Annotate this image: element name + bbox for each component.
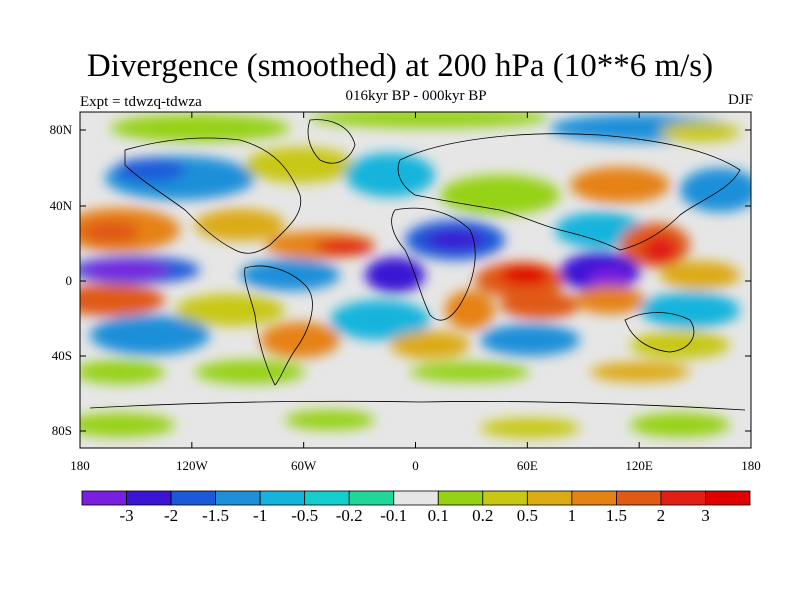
colorbar-tick-label: 0.1 <box>427 506 449 525</box>
map-title: Divergence (smoothed) at 200 hPa (10**6 … <box>86 48 714 84</box>
colorbar-swatch <box>81 490 127 506</box>
lat-tick-label: 40S <box>51 348 72 363</box>
lon-tick-label: 120W <box>175 458 208 473</box>
axis-ticks <box>79 112 752 448</box>
colorbar-tick-label: 2 <box>656 506 666 525</box>
coastlines <box>89 119 746 411</box>
experiment-label: Expt = tdwzq-tdwza <box>80 94 202 110</box>
lon-tick-label: 120E <box>625 458 653 473</box>
colorbar-tick-label: 0.2 <box>472 506 494 525</box>
colorbar-tick-label: -0.1 <box>380 506 408 525</box>
colorbar-swatch <box>393 490 439 506</box>
lat-tick-label: 80S <box>51 423 72 438</box>
colorbar-tick-label: 3 <box>701 506 710 525</box>
colorbar-tick-label: -0.2 <box>335 506 363 525</box>
colorbar-swatch <box>437 490 484 506</box>
colorbar-swatch <box>526 490 573 506</box>
divergence-field <box>80 112 751 438</box>
colorbar-swatch <box>482 490 528 506</box>
colorbar-tick-label: 1 <box>567 506 577 525</box>
colorbar-swatch <box>660 490 706 506</box>
colorbar-tick-label: -1 <box>253 506 268 525</box>
map-subtitle: 016kyr BP - 000kyr BP <box>345 88 487 104</box>
colorbar-tick-label: -2 <box>163 506 179 525</box>
colorbar-swatch <box>170 490 216 506</box>
lon-tick-label: 0 <box>412 458 419 473</box>
lon-tick-label: 180 <box>70 458 90 473</box>
colorbar-swatch <box>215 490 261 506</box>
lon-tick-label: 60W <box>291 458 317 473</box>
colorbar-tick-label: -3 <box>119 506 134 525</box>
colorbar-tick-label: 1.5 <box>605 506 628 525</box>
lat-tick-label: 0 <box>65 273 73 288</box>
lon-tick-label: 60E <box>516 458 538 473</box>
colorbar-swatch <box>571 490 617 506</box>
colorbar-swatch <box>348 490 395 506</box>
colorbar-swatch <box>126 490 172 506</box>
colorbar-swatch <box>616 490 662 506</box>
lon-tick-label: 180 <box>741 458 761 473</box>
colorbar-swatch <box>259 490 306 506</box>
colorbar-tick-label: -1.5 <box>202 506 230 525</box>
colorbar <box>81 490 751 506</box>
colorbar-tick-label: -0.5 <box>291 506 319 525</box>
season-label: DJF <box>727 92 753 108</box>
lat-tick-label: 40N <box>49 198 72 213</box>
colorbar-swatch <box>304 490 350 506</box>
colorbar-swatch <box>705 490 751 506</box>
colorbar-tick-label: 0.5 <box>516 506 538 525</box>
lat-tick-label: 80N <box>49 122 72 137</box>
